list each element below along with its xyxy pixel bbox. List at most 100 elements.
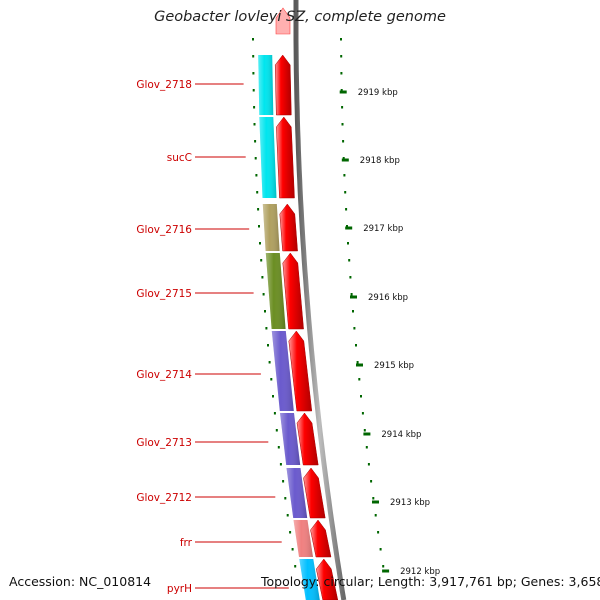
minor-tick [374,514,377,517]
left-tick-track [252,38,297,568]
minor-tick [341,106,344,109]
scale-label: 2914 kbp [381,430,421,440]
scale-label: 2915 kbp [374,361,414,371]
scale-tick-track [339,38,390,573]
minor-tick [340,72,343,75]
minor-tick [279,463,282,466]
cds-arrow [288,330,313,412]
gene-color-bar-shade [286,468,308,518]
minor-tick [360,395,362,398]
gene-color-bar-shade [258,55,274,115]
major-tick [382,569,390,573]
minor-tick [377,531,380,534]
gene-color-bar-shade [299,559,320,600]
minor-tick [262,293,265,296]
topology-text: Topology: circular; Length: 3,917,761 bp… [261,574,600,589]
scale-label-track: 2919 kbp 2918 kbp 2917 kbp 2916 kbp 2915 kbp… [358,88,440,577]
minor-tick [264,310,266,313]
cds-arrow [274,54,292,116]
gene-label: Glov_2716 [136,224,192,236]
minor-tick [356,361,359,364]
cds-arrow [310,519,332,558]
minor-tick [257,208,260,211]
minor-tick [260,259,263,262]
minor-tick [253,106,256,109]
minor-tick [252,89,255,92]
minor-tick [341,123,344,126]
gene-label: frr [180,537,193,549]
genome-backbone [293,0,347,600]
minor-tick [361,412,364,415]
gene-label: Glov_2714 [136,369,192,381]
minor-tick [352,310,354,313]
accession-text: Accession: NC_010814 [9,574,152,589]
minor-tick [259,242,261,245]
minor-tick [252,72,255,75]
minor-tick [270,378,273,381]
gene-color-bar-shade [280,413,301,465]
gene-label: Glov_2712 [136,492,192,504]
minor-tick [370,480,373,483]
minor-tick [345,208,348,211]
scale-label: 2913 kbp [390,498,430,508]
gene-color-bar-shade [259,117,277,198]
major-tick [339,90,347,94]
minor-tick [268,361,271,364]
major-tick [345,226,353,230]
minor-tick [367,463,370,466]
gene-label-track: Glov_2718 sucC Glov_2716 Glov_2715 Glov_2714… [136,79,289,595]
minor-tick [254,140,257,143]
minor-tick [372,497,375,500]
minor-tick [256,191,259,194]
minor-tick [282,480,285,483]
backbone-line [293,0,347,600]
major-tick [341,158,349,162]
scale-label: 2916 kbp [368,293,408,303]
minor-tick [265,327,268,330]
major-tick [372,500,379,504]
gene-label: pyrH [167,583,192,595]
minor-tick [286,514,289,517]
minor-tick [340,38,342,41]
minor-tick [284,497,287,500]
genome-title: Geobacter lovleyi SZ, complete genome [154,9,446,25]
minor-tick [275,429,278,432]
major-tick [356,363,363,367]
minor-tick [289,531,292,534]
minor-tick [255,174,258,177]
minor-tick [252,55,255,58]
minor-tick [252,38,254,41]
minor-tick [340,89,343,92]
minor-tick [258,225,260,228]
gene-color-track [258,55,320,600]
gene-label: Glov_2718 [136,79,192,91]
gene-label: Glov_2715 [136,288,192,300]
gene-color-bar-shade [262,204,280,251]
cds-arrow [279,203,298,252]
minor-tick [272,395,274,398]
cds-arrow-track [274,7,339,600]
minor-tick [294,565,297,568]
minor-tick [344,191,347,194]
minor-tick [342,157,345,160]
minor-tick [365,446,368,449]
cds-arrow [276,116,295,199]
major-tick [363,432,371,436]
cds-arrow [282,252,304,330]
gene-label: sucC [167,152,192,164]
gene-label: Glov_2713 [136,437,192,449]
minor-tick [277,446,280,449]
scale-label: 2912 kbp [400,567,440,577]
minor-tick [273,412,276,415]
minor-tick [358,378,361,381]
minor-tick [267,344,269,347]
major-tick [350,295,357,299]
cds-arrow [296,412,319,466]
gene-color-bar-shade [271,331,294,411]
minor-tick [355,344,357,347]
minor-tick [350,293,353,296]
scale-label: 2917 kbp [363,224,403,234]
cds-arrow [303,467,326,519]
minor-tick [349,276,352,279]
